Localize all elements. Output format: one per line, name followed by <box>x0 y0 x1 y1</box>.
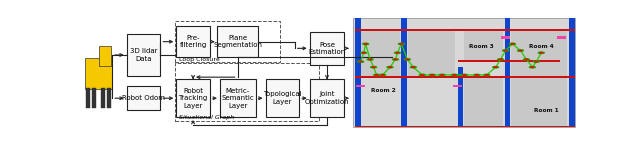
FancyBboxPatch shape <box>465 31 503 60</box>
FancyBboxPatch shape <box>356 85 365 87</box>
Circle shape <box>533 61 540 62</box>
Text: Pose
Estimation: Pose Estimation <box>308 42 346 55</box>
Text: Loop Closure: Loop Closure <box>179 57 220 62</box>
Text: Topological
Layer: Topological Layer <box>263 91 301 105</box>
Circle shape <box>509 43 515 44</box>
Circle shape <box>518 50 524 51</box>
Circle shape <box>498 59 504 60</box>
Text: Room 2: Room 2 <box>371 88 396 93</box>
Circle shape <box>529 67 535 68</box>
Circle shape <box>406 59 409 60</box>
Circle shape <box>369 59 372 60</box>
Circle shape <box>451 74 458 76</box>
Circle shape <box>371 67 376 68</box>
Circle shape <box>362 52 365 53</box>
FancyBboxPatch shape <box>458 67 463 127</box>
FancyBboxPatch shape <box>85 58 112 89</box>
Circle shape <box>493 67 499 68</box>
Text: Room 4: Room 4 <box>529 44 554 49</box>
Circle shape <box>412 67 415 68</box>
Circle shape <box>502 50 509 51</box>
Circle shape <box>367 59 373 60</box>
FancyBboxPatch shape <box>458 60 559 62</box>
Text: Room 1: Room 1 <box>534 108 559 113</box>
Text: Metric-
Semantic
Layer: Metric- Semantic Layer <box>221 88 254 109</box>
Circle shape <box>388 67 392 68</box>
Text: Joint
Optimization: Joint Optimization <box>305 91 349 105</box>
FancyBboxPatch shape <box>127 34 161 76</box>
FancyBboxPatch shape <box>176 26 210 57</box>
Circle shape <box>410 67 416 68</box>
FancyBboxPatch shape <box>86 88 90 108</box>
FancyBboxPatch shape <box>361 31 401 77</box>
Circle shape <box>511 43 514 44</box>
Circle shape <box>361 52 367 53</box>
Circle shape <box>524 59 529 60</box>
FancyBboxPatch shape <box>465 78 503 126</box>
Circle shape <box>499 59 502 60</box>
FancyBboxPatch shape <box>92 88 96 108</box>
FancyBboxPatch shape <box>454 85 463 87</box>
Circle shape <box>439 74 445 76</box>
Text: Plane
Segmentation: Plane Segmentation <box>213 35 262 48</box>
Circle shape <box>396 52 399 53</box>
FancyBboxPatch shape <box>355 76 575 78</box>
FancyBboxPatch shape <box>355 126 575 127</box>
Text: 3D lidar
Data: 3D lidar Data <box>130 48 157 62</box>
Circle shape <box>531 67 534 68</box>
Circle shape <box>535 61 538 62</box>
FancyBboxPatch shape <box>107 88 111 108</box>
Circle shape <box>419 74 425 76</box>
Circle shape <box>540 52 543 53</box>
FancyBboxPatch shape <box>176 79 210 117</box>
FancyBboxPatch shape <box>501 36 510 39</box>
Text: Robot Odom: Robot Odom <box>122 95 165 101</box>
Text: Situational Graph: Situational Graph <box>179 115 234 120</box>
Text: Robot
Tracking
Layer: Robot Tracking Layer <box>179 88 208 109</box>
Circle shape <box>494 67 497 68</box>
FancyBboxPatch shape <box>310 32 344 65</box>
Circle shape <box>363 43 369 44</box>
Circle shape <box>474 74 480 76</box>
Circle shape <box>399 43 404 44</box>
Circle shape <box>394 59 397 60</box>
Circle shape <box>484 74 490 76</box>
FancyBboxPatch shape <box>401 18 407 127</box>
Circle shape <box>429 74 435 76</box>
FancyBboxPatch shape <box>101 88 105 108</box>
FancyBboxPatch shape <box>355 29 575 31</box>
Circle shape <box>374 74 380 76</box>
FancyBboxPatch shape <box>99 46 111 66</box>
FancyBboxPatch shape <box>353 18 575 127</box>
Circle shape <box>387 67 393 68</box>
FancyBboxPatch shape <box>218 26 258 57</box>
Circle shape <box>519 50 522 51</box>
FancyBboxPatch shape <box>127 86 161 110</box>
FancyBboxPatch shape <box>266 79 300 117</box>
FancyBboxPatch shape <box>220 79 255 117</box>
Circle shape <box>504 50 507 51</box>
Circle shape <box>364 43 367 44</box>
FancyBboxPatch shape <box>355 18 361 127</box>
FancyBboxPatch shape <box>408 31 455 77</box>
Circle shape <box>392 59 399 60</box>
Circle shape <box>525 59 528 60</box>
Circle shape <box>358 61 364 62</box>
FancyBboxPatch shape <box>568 18 575 127</box>
Text: Pre-
filtering: Pre- filtering <box>179 35 207 48</box>
Circle shape <box>461 74 467 76</box>
Circle shape <box>400 43 403 44</box>
FancyBboxPatch shape <box>310 79 344 117</box>
Circle shape <box>394 52 401 53</box>
Circle shape <box>538 52 544 53</box>
FancyBboxPatch shape <box>557 36 566 39</box>
Text: Room 3: Room 3 <box>469 44 494 49</box>
Circle shape <box>404 59 410 60</box>
Circle shape <box>359 61 362 62</box>
Circle shape <box>380 74 385 76</box>
Circle shape <box>372 67 375 68</box>
FancyBboxPatch shape <box>504 18 510 127</box>
FancyBboxPatch shape <box>511 31 567 126</box>
